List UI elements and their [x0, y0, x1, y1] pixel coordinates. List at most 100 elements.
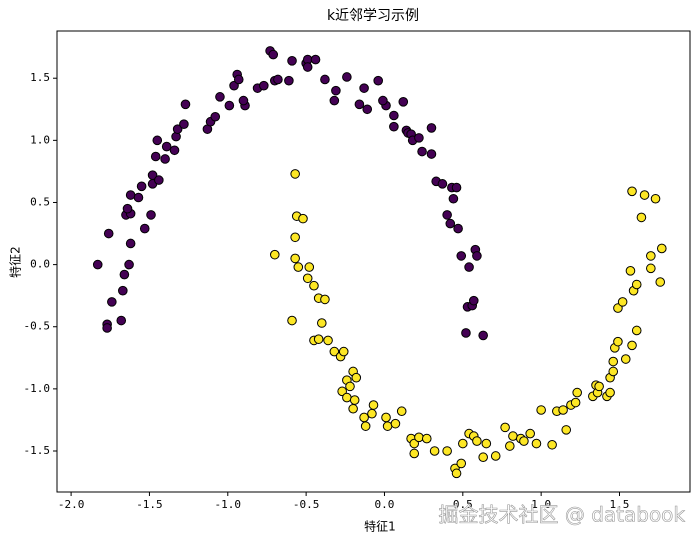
point — [338, 346, 349, 357]
point — [152, 135, 163, 146]
point — [421, 433, 432, 444]
point — [570, 397, 581, 408]
point — [119, 269, 130, 280]
point — [329, 346, 340, 357]
point — [656, 243, 667, 254]
point — [531, 438, 542, 449]
point — [287, 315, 297, 326]
point — [437, 179, 448, 189]
point — [103, 228, 114, 239]
point — [313, 334, 324, 344]
point — [382, 421, 393, 431]
point — [150, 151, 161, 162]
point — [605, 387, 615, 398]
point — [342, 392, 352, 403]
point — [426, 123, 437, 133]
point — [451, 468, 462, 479]
point — [478, 452, 488, 463]
point — [92, 259, 103, 270]
point — [359, 412, 369, 423]
point — [627, 186, 637, 197]
point — [259, 80, 269, 91]
point — [180, 99, 191, 110]
point — [316, 318, 327, 328]
point — [268, 49, 279, 60]
point — [124, 259, 134, 270]
point — [451, 182, 462, 193]
point — [351, 372, 362, 383]
x-tick-label: 1.0 — [531, 498, 551, 511]
point — [329, 95, 340, 106]
point — [345, 381, 355, 392]
point — [490, 451, 501, 461]
point — [302, 273, 313, 284]
point — [481, 438, 492, 449]
point — [456, 251, 467, 261]
plot-frame — [56, 30, 691, 493]
point — [102, 323, 112, 333]
point — [161, 141, 172, 152]
point — [215, 92, 225, 102]
point — [284, 75, 294, 86]
point — [125, 190, 136, 200]
x-tick-label: 0.5 — [453, 498, 473, 511]
point — [639, 190, 650, 200]
y-tick-label: 1.5 — [30, 71, 50, 84]
point — [349, 395, 360, 405]
watermark: 掘金技术社区 @ databook — [438, 503, 685, 527]
point — [179, 119, 189, 129]
point — [139, 223, 150, 234]
point — [287, 56, 297, 66]
point — [381, 412, 391, 423]
point — [594, 381, 604, 392]
point — [389, 110, 399, 121]
point — [373, 75, 384, 86]
point — [309, 280, 319, 291]
point — [636, 212, 647, 223]
point — [500, 422, 510, 433]
y-tick-label: -1.0 — [24, 382, 51, 395]
point — [561, 425, 572, 435]
point — [107, 297, 117, 307]
point — [360, 421, 371, 431]
point — [536, 405, 546, 415]
y-tick-label: -0.5 — [24, 320, 51, 333]
x-tick-label: -1.0 — [215, 498, 242, 511]
point — [613, 336, 623, 347]
point — [558, 405, 568, 415]
point — [414, 432, 424, 443]
point — [390, 418, 401, 429]
point — [147, 170, 158, 180]
point — [608, 366, 619, 377]
point — [620, 354, 631, 364]
point — [269, 249, 280, 260]
point — [125, 238, 136, 249]
point — [293, 262, 304, 272]
point — [362, 104, 373, 115]
point — [354, 99, 365, 110]
chart-title: k近邻学习示例 — [327, 8, 419, 24]
point — [359, 83, 369, 93]
point — [464, 262, 474, 272]
point — [631, 325, 642, 336]
point — [468, 295, 479, 306]
point — [320, 74, 330, 85]
y-tick-label: 1.0 — [30, 133, 50, 146]
point — [650, 193, 661, 204]
point — [348, 403, 358, 414]
point — [508, 431, 518, 441]
point — [302, 62, 313, 72]
point — [304, 262, 315, 272]
point — [146, 210, 156, 220]
point — [172, 124, 183, 134]
point — [290, 232, 300, 243]
point — [389, 121, 399, 132]
point — [398, 97, 409, 107]
point — [154, 175, 164, 185]
point — [646, 263, 656, 274]
point — [320, 294, 330, 305]
point — [342, 72, 352, 82]
point — [290, 253, 300, 264]
point — [136, 181, 147, 192]
